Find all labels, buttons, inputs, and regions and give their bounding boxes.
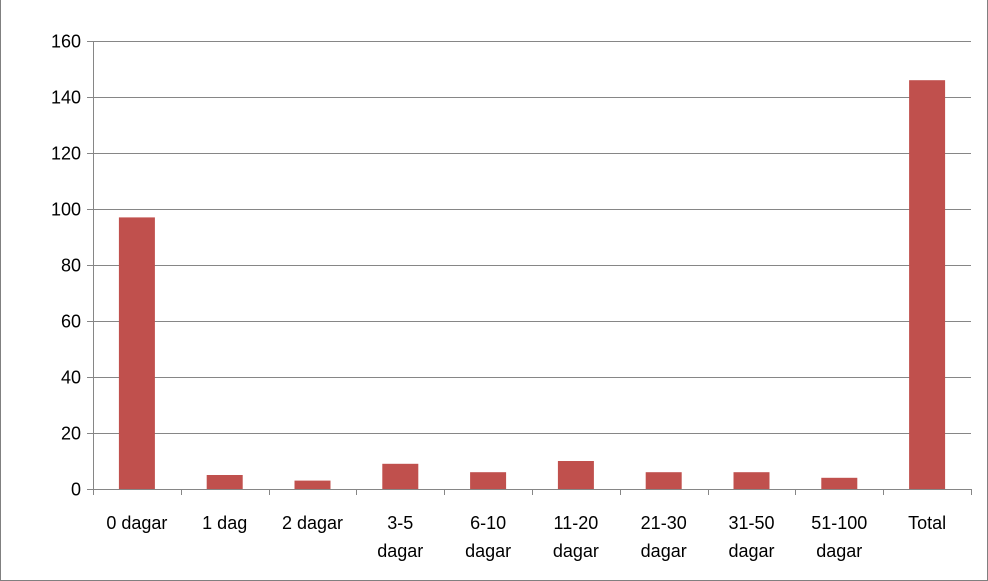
x-category-label: 51-100 [811,513,867,533]
bar [470,472,507,489]
x-category-label: dagar [553,541,599,561]
x-category-label: dagar [728,541,774,561]
y-tick-label: 160 [51,32,81,52]
bar [382,463,419,489]
x-category-label: dagar [816,541,862,561]
y-tick-label: 20 [61,424,81,444]
bar [206,475,243,489]
x-category-label: 11-20 [554,513,599,533]
x-category-label: 0 dagar [106,513,167,533]
x-category-label: Total [908,513,946,533]
y-tick-label: 80 [61,256,81,276]
x-category-label: 31-50 [728,513,774,533]
x-category-label: 3-5 [387,513,413,533]
y-tick-label: 40 [61,368,81,388]
y-tick-label: 140 [51,88,81,108]
x-category-label: dagar [641,541,687,561]
y-tick-label: 0 [71,480,81,500]
x-category-label: 21-30 [641,513,687,533]
x-category-label: 6-10 [470,513,506,533]
x-category-label: 2 dagar [282,513,343,533]
bar [557,461,594,489]
y-tick-label: 100 [51,200,81,220]
bar [294,480,331,489]
y-tick-label: 120 [51,144,81,164]
x-category-label: dagar [465,541,511,561]
x-category-label: dagar [377,541,423,561]
bar [118,217,155,489]
bar [821,477,858,489]
bar [909,80,946,489]
bar [733,472,770,489]
y-tick-label: 60 [61,312,81,332]
x-category-label: 1 dag [202,513,247,533]
bar [645,472,682,489]
